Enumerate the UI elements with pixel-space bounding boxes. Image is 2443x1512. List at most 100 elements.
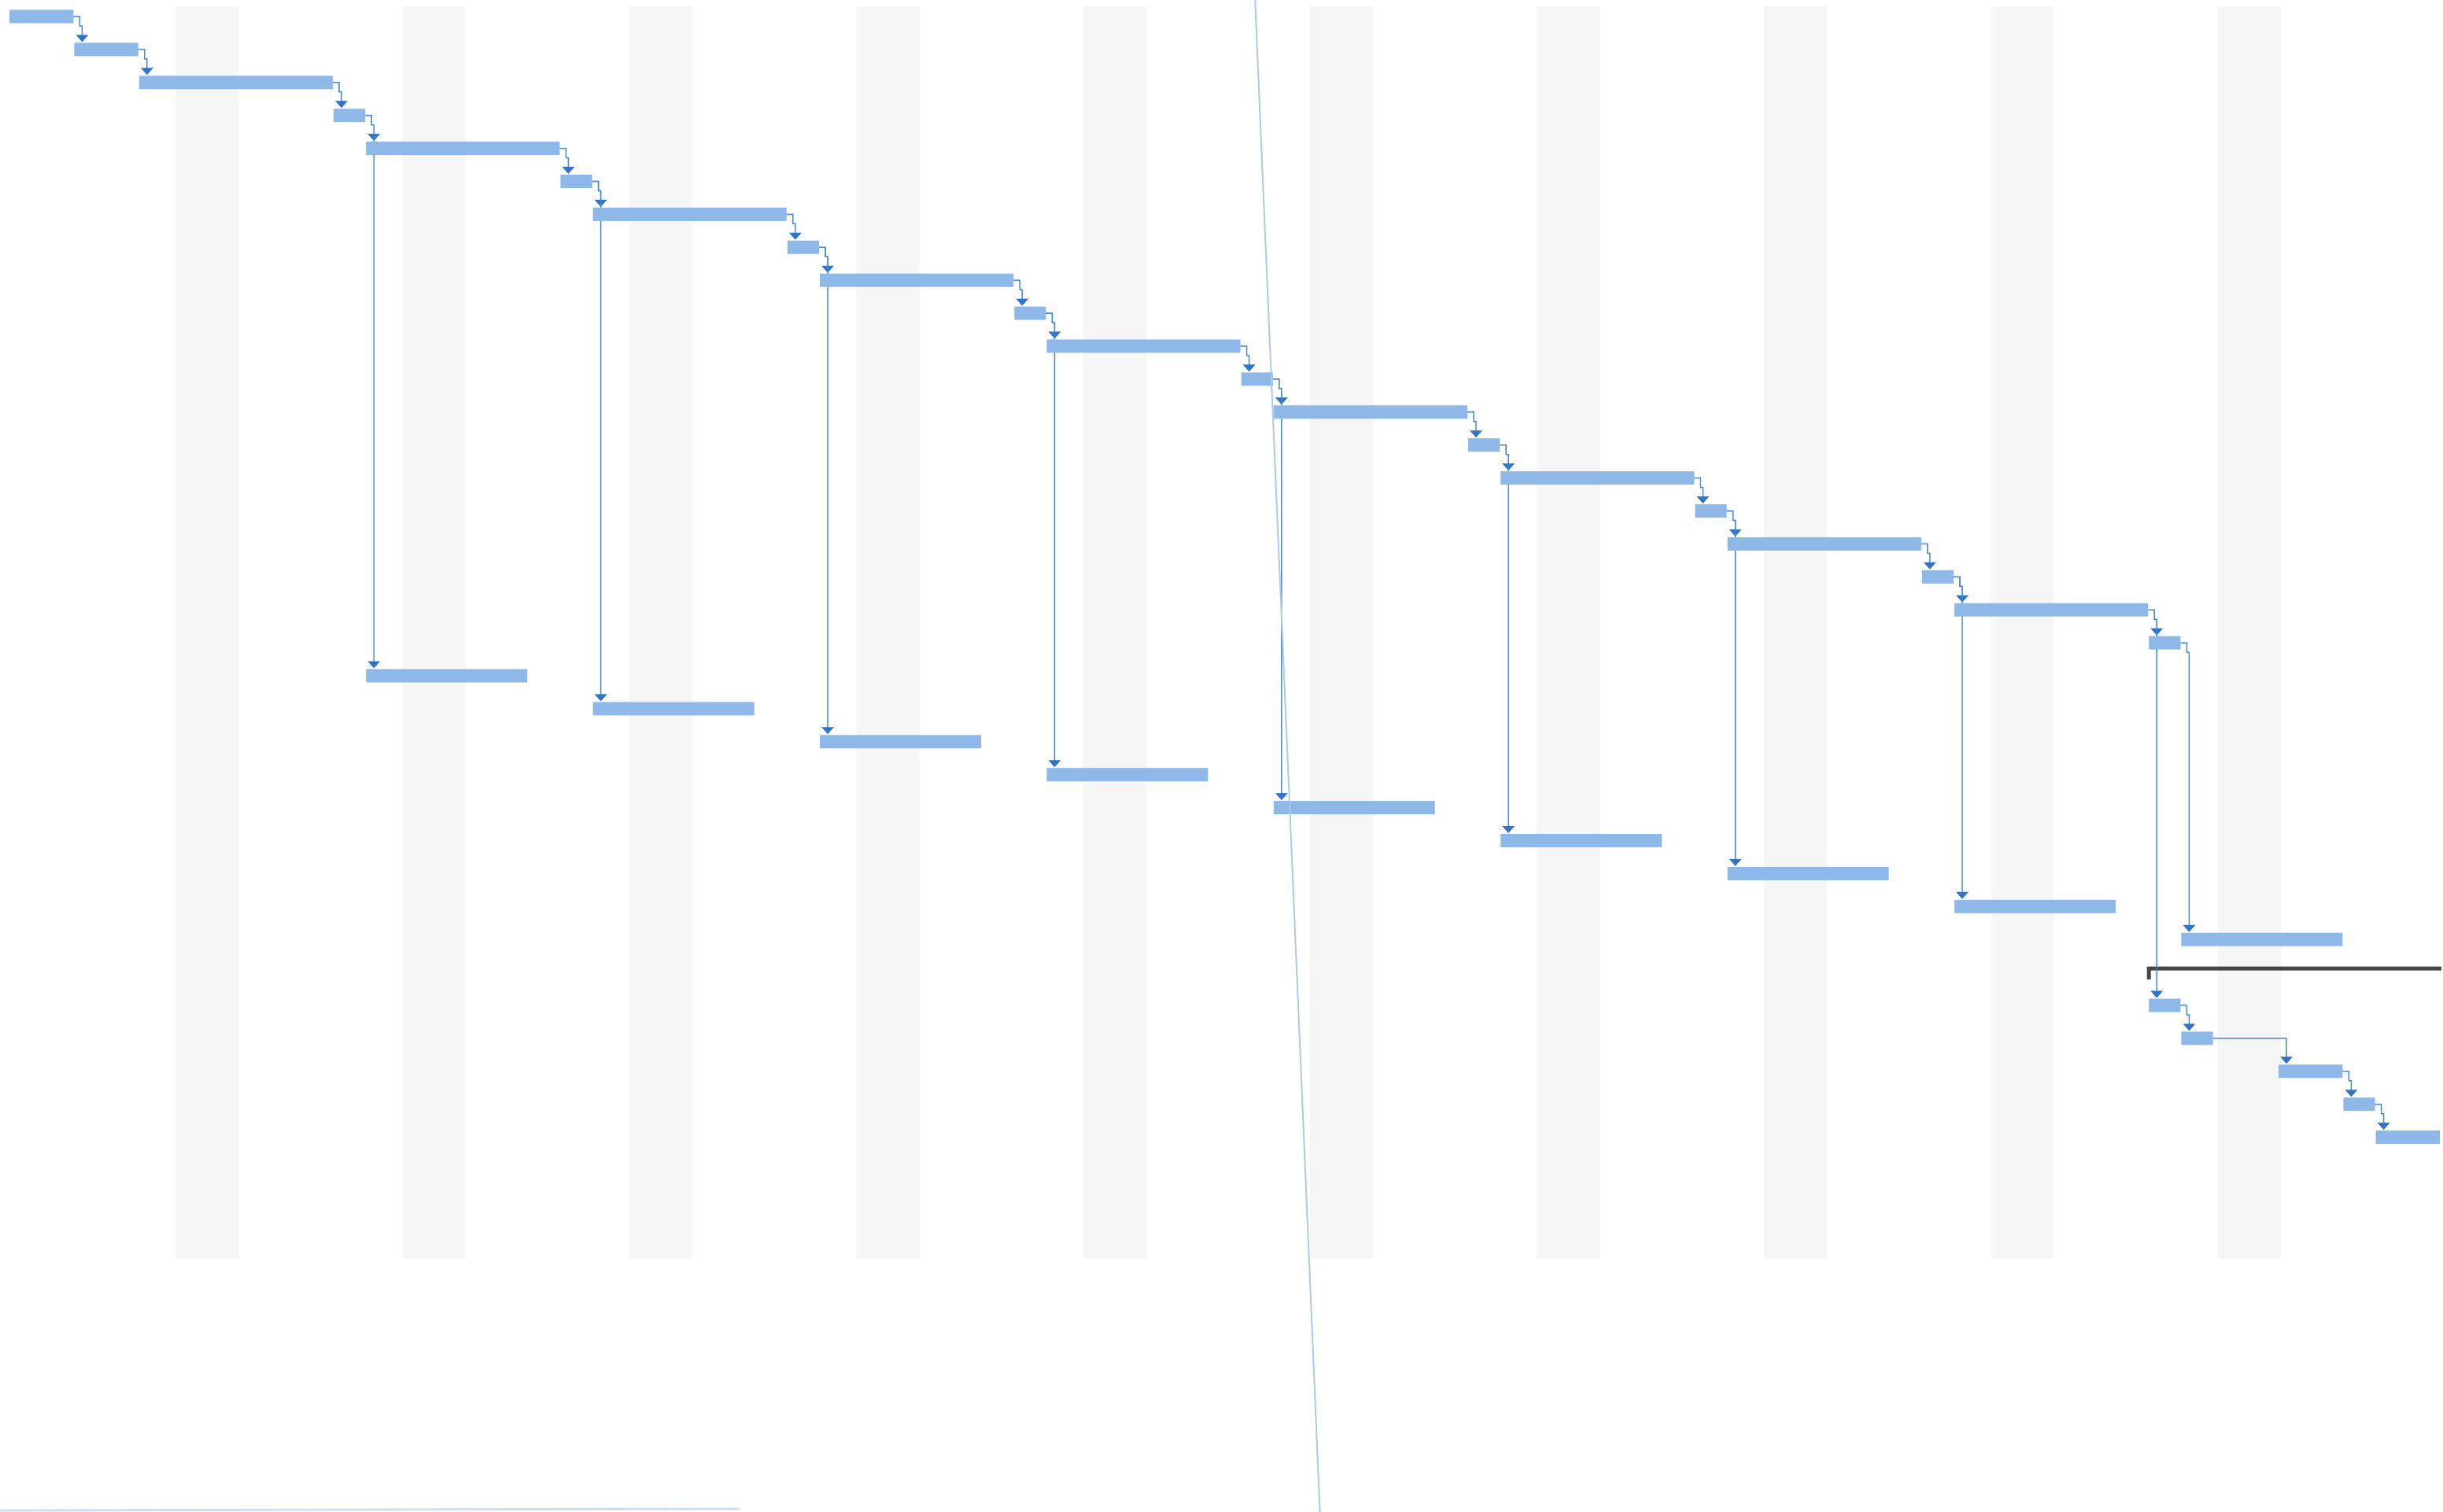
link-line (819, 246, 828, 728)
task-bar-19[interactable] (2149, 636, 2181, 650)
task-bar-9[interactable] (1014, 306, 1046, 320)
task-bar-26[interactable] (1727, 866, 1889, 880)
link-line (1272, 378, 1282, 795)
link-line (2342, 1071, 2353, 1091)
dependency-link-5 (592, 180, 607, 207)
task-bar-33[interactable] (2343, 1097, 2375, 1112)
weekend-band-2 (629, 6, 693, 1259)
link-line (73, 16, 83, 36)
weekend-band-8 (1991, 6, 2054, 1259)
link-arrow-icon (1016, 298, 1029, 306)
task-bar-17[interactable] (1921, 570, 1954, 584)
link-line (1921, 543, 1931, 563)
link-arrow-icon (2280, 1057, 2293, 1064)
link-line (365, 114, 375, 662)
link-line (1954, 576, 1963, 893)
task-bar-30[interactable] (2149, 998, 2181, 1012)
task-bar-13[interactable] (1468, 438, 1500, 452)
task-bar-12[interactable] (1273, 405, 1467, 419)
task-bar-11[interactable] (1241, 372, 1273, 386)
dependency-link-9 (1046, 312, 1061, 339)
weekend-band-1 (402, 6, 466, 1259)
link-line (2375, 1103, 2385, 1124)
link-arrow-icon (1242, 364, 1256, 372)
link-line (2148, 609, 2157, 992)
dependency-link-15 (1726, 510, 1742, 537)
link-line (592, 180, 602, 695)
task-bar-27[interactable] (1954, 899, 2116, 913)
dependency-link-22 (1046, 312, 1061, 768)
link-line (138, 49, 148, 69)
link-arrow-icon (2377, 1123, 2390, 1130)
weekend-bands (175, 6, 2281, 1259)
task-bar-14[interactable] (1500, 471, 1695, 485)
task-bar-24[interactable] (1273, 801, 1435, 815)
link-arrow-icon (1275, 793, 1288, 801)
today-line (1254, 0, 1321, 1512)
task-bar-3[interactable] (334, 109, 366, 123)
link-arrow-icon (2150, 990, 2164, 998)
dependency-link-7 (819, 246, 834, 273)
dependency-link-6 (786, 213, 802, 240)
link-line (2180, 642, 2190, 926)
summary-bar-29[interactable] (2146, 966, 2441, 980)
dependency-link-3 (365, 114, 381, 142)
weekend-band-3 (856, 6, 920, 1259)
dependency-link-30 (2212, 1038, 2293, 1064)
weekend-band-7 (1763, 6, 1828, 1259)
dependency-link-20 (592, 180, 607, 702)
link-line (1467, 411, 1477, 432)
link-arrow-icon (1729, 858, 1742, 866)
task-bar-4[interactable] (366, 142, 560, 156)
link-line (559, 147, 570, 168)
task-bar-8[interactable] (820, 273, 1014, 287)
dependency-link-21 (819, 246, 834, 735)
link-arrow-icon (1956, 891, 1969, 899)
weekend-band-0 (175, 6, 239, 1259)
link-arrow-icon (367, 661, 381, 669)
link-line (2212, 1038, 2287, 1058)
link-line (2180, 1005, 2190, 1025)
task-bar-21[interactable] (592, 702, 755, 716)
task-bar-25[interactable] (1500, 834, 1662, 847)
task-bar-31[interactable] (2181, 1031, 2213, 1045)
task-bar-15[interactable] (1695, 504, 1727, 518)
dependency-link-0 (73, 16, 89, 42)
link-arrow-icon (1696, 496, 1710, 503)
task-bar-0[interactable] (9, 9, 74, 24)
task-bar-6[interactable] (592, 207, 787, 221)
dependency-link-17 (1954, 576, 1969, 603)
task-bar-10[interactable] (1046, 339, 1241, 353)
link-arrow-icon (788, 232, 802, 240)
dependency-link-14 (1694, 477, 1710, 503)
dependency-link-8 (1013, 279, 1029, 306)
summary-bars (2146, 966, 2441, 980)
weekend-band-6 (1537, 6, 1600, 1259)
dependency-link-16 (1921, 543, 1936, 570)
dependency-link-10 (1240, 345, 1256, 372)
link-arrow-icon (76, 35, 89, 42)
link-line (1240, 345, 1250, 366)
task-bar-34[interactable] (2375, 1130, 2440, 1145)
dependency-link-2 (333, 82, 348, 109)
link-line (786, 213, 796, 234)
dependency-link-4 (559, 147, 575, 174)
task-bar-32[interactable] (2279, 1064, 2343, 1079)
task-bar-16[interactable] (1727, 537, 1921, 551)
task-bar-1[interactable] (74, 42, 138, 57)
task-bar-18[interactable] (1954, 603, 2149, 617)
task-bar-28[interactable] (2181, 932, 2343, 946)
task-bar-22[interactable] (820, 735, 981, 749)
weekend-band-9 (2217, 6, 2281, 1259)
link-arrow-icon (2345, 1090, 2358, 1097)
task-bar-20[interactable] (366, 669, 528, 683)
dependency-link-18 (2148, 609, 2164, 636)
weekend-band-5 (1310, 6, 1374, 1259)
horizontal-scroll-indicator[interactable] (0, 1507, 740, 1512)
task-bar-7[interactable] (787, 240, 819, 254)
task-bar-2[interactable] (138, 76, 333, 90)
task-bar-23[interactable] (1046, 768, 1209, 782)
task-bar-5[interactable] (560, 175, 592, 188)
link-line (1046, 312, 1056, 762)
